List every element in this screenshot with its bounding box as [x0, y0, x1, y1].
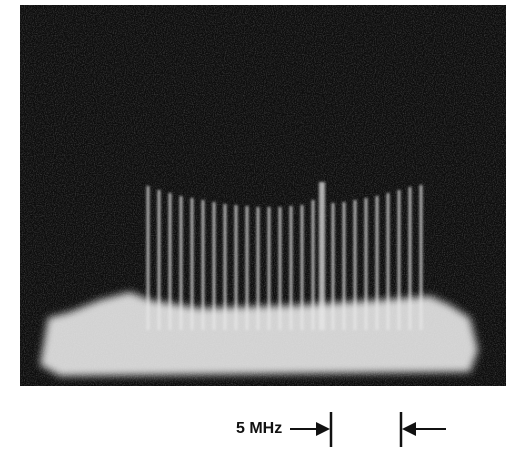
- arrow-left-head: [402, 422, 416, 436]
- arrow-right-head: [316, 422, 330, 436]
- display-grain: [20, 5, 506, 386]
- frequency-label: 5 MHz: [236, 420, 282, 437]
